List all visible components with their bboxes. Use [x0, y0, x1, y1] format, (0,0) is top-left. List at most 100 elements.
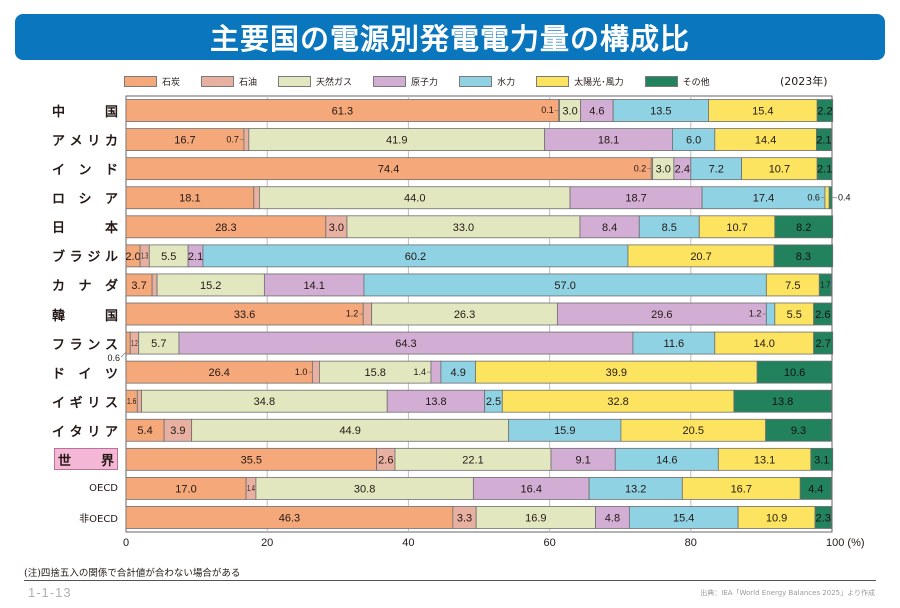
x-tick-label: 0 — [122, 537, 130, 549]
category-label-char: イ — [78, 366, 92, 382]
data-label: 1.2 — [131, 339, 138, 348]
category-label: ロシア — [52, 187, 118, 209]
data-label: 8.4 — [602, 222, 617, 234]
data-label: 18.1 — [598, 135, 619, 147]
category-label-char: 世 — [58, 453, 72, 469]
legend-label: 原子力 — [411, 77, 439, 88]
data-label: 18.7 — [625, 193, 646, 205]
legend-swatch-coal — [124, 75, 157, 87]
bar-segment-other — [756, 360, 833, 384]
legend-swatch-solar-wind — [536, 75, 570, 87]
data-label: 11.6 — [664, 338, 685, 350]
data-label: 60.2 — [405, 251, 426, 263]
data-label: 5.7 — [151, 338, 166, 350]
data-label: 10.7 — [726, 222, 747, 234]
title-bar: 主要国の電源別発電電力量の構成比 — [15, 14, 885, 60]
category-label-char: カ — [104, 134, 118, 150]
bar-segment-other — [828, 186, 833, 210]
category-label-char: タ — [69, 424, 83, 440]
data-label: 8.5 — [662, 222, 677, 234]
legend-item-oil: 石油 — [201, 75, 257, 88]
data-label: 9.1 — [575, 454, 590, 466]
category-label: カナダ — [52, 274, 118, 296]
data-label: 0.2 — [634, 163, 647, 173]
category-label-char: ン — [87, 337, 101, 353]
data-label: 44.0 — [404, 193, 425, 205]
bar-segment-other — [799, 476, 832, 500]
bar-segment-other — [816, 128, 832, 152]
category-label-char: 国 — [104, 308, 118, 324]
data-label: 5.5 — [787, 309, 802, 321]
category-label-char: リ — [87, 424, 101, 440]
data-label: 3.0 — [656, 164, 671, 176]
category-label-char: ド — [104, 163, 118, 179]
legend-item-solar-wind: 太陽光･風力 — [536, 75, 624, 88]
data-label: 10.9 — [766, 512, 787, 524]
category-label: ドイツ — [52, 361, 118, 383]
data-label: 26.4 — [208, 367, 229, 379]
data-label: 14.1 — [303, 280, 324, 292]
data-label: 74.4 — [378, 164, 399, 176]
category-label-char: リ — [87, 134, 101, 150]
bar-segment-other — [773, 244, 834, 268]
bar-segment-other — [813, 302, 833, 326]
data-label: 2.6 — [378, 454, 393, 466]
data-label: 3.7 — [131, 280, 146, 292]
data-label: 9.3 — [791, 425, 806, 437]
data-label: 0.6 — [107, 353, 120, 363]
category-label-char: ギ — [69, 395, 83, 411]
data-label: 2.0 — [125, 251, 140, 263]
data-label: 3.0 — [562, 105, 577, 117]
category-label-char: リ — [87, 395, 101, 411]
category-label: イタリア — [52, 419, 118, 441]
data-label: 57.0 — [554, 280, 575, 292]
data-label: 2.1 — [188, 251, 203, 263]
x-tick-label: 40 — [402, 537, 415, 549]
category-label-char: ン — [78, 163, 92, 179]
data-label: 14.4 — [755, 135, 776, 147]
data-label: 1.4 — [413, 367, 426, 377]
x-tick-label: 100 (%) — [826, 537, 865, 549]
data-label: 2.2 — [817, 105, 832, 117]
legend-label: 太陽光･風力 — [574, 77, 624, 88]
data-label: 44.9 — [339, 425, 360, 437]
figure-number: 1-1-13 — [28, 585, 72, 600]
data-label: 3.1 — [814, 454, 829, 466]
legend-swatch-nuclear — [373, 75, 407, 87]
data-label: 8.3 — [796, 251, 811, 263]
category-label-char: ブ — [52, 250, 66, 266]
data-label: 28.3 — [215, 222, 236, 234]
category-label-char: イ — [52, 163, 66, 179]
category-label: 世界 — [54, 448, 118, 471]
category-label-char: ラ — [69, 337, 83, 353]
category-label-char: ジ — [87, 250, 101, 266]
data-label: 33.6 — [234, 309, 255, 321]
legend-swatch-gas — [278, 75, 312, 87]
leader-line — [120, 351, 127, 358]
data-label: 18.1 — [179, 193, 200, 205]
bar-segment-oil — [253, 186, 260, 210]
legend-item-nuclear: 原子力 — [373, 75, 438, 88]
category-label-char: ル — [104, 250, 118, 266]
data-label: 2.7 — [816, 338, 831, 350]
bar-segment-other — [733, 389, 832, 413]
data-label: 16.4 — [521, 483, 542, 495]
data-label: 1.3 — [141, 252, 149, 261]
data-label: 13.2 — [625, 483, 646, 495]
data-label: 4.6 — [589, 105, 604, 117]
data-label: 10.7 — [769, 164, 790, 176]
data-label: 2.1 — [817, 164, 832, 176]
data-label: 1.2 — [346, 309, 359, 319]
footnote: (注)四捨五入の関係で合計値が合わない場合がある — [24, 568, 241, 579]
category-label: 日本 — [52, 216, 118, 238]
data-label: 0.4 — [838, 192, 851, 202]
x-tick-label: 80 — [684, 537, 697, 549]
data-label: 7.5 — [785, 280, 800, 292]
category-label-char: 界 — [100, 453, 114, 469]
data-label: 4.4 — [808, 483, 823, 495]
divider — [24, 580, 876, 581]
legend-label: 石炭 — [162, 77, 181, 88]
legend-swatch-hydro — [459, 75, 493, 87]
category-label-char: ド — [52, 366, 66, 382]
data-label: 17.4 — [753, 193, 774, 205]
